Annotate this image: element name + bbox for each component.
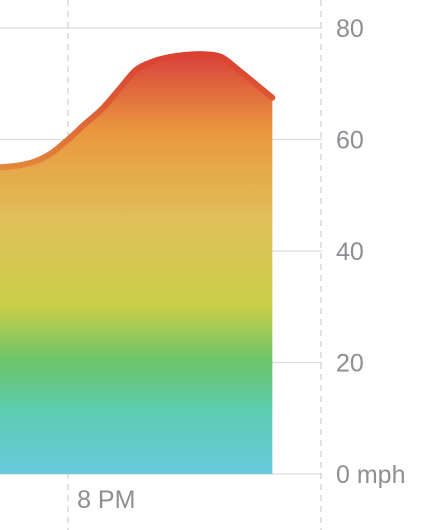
y-tick-label-0: 0 mph (336, 461, 405, 489)
plot-area (0, 51, 276, 474)
y-tick-label-80: 80 (336, 15, 364, 43)
x-tick-label-8pm: 8 PM (77, 486, 135, 514)
y-tick-label-60: 60 (336, 127, 364, 155)
y-tick-label-20: 20 (336, 350, 364, 378)
speed-line (0, 51, 276, 171)
speed-area-fill (0, 54, 273, 474)
y-tick-label-40: 40 (336, 238, 364, 266)
y-axis-ticks: 80 60 40 20 0 mph (336, 15, 405, 489)
x-axis-ticks: 8 PM (77, 486, 135, 514)
